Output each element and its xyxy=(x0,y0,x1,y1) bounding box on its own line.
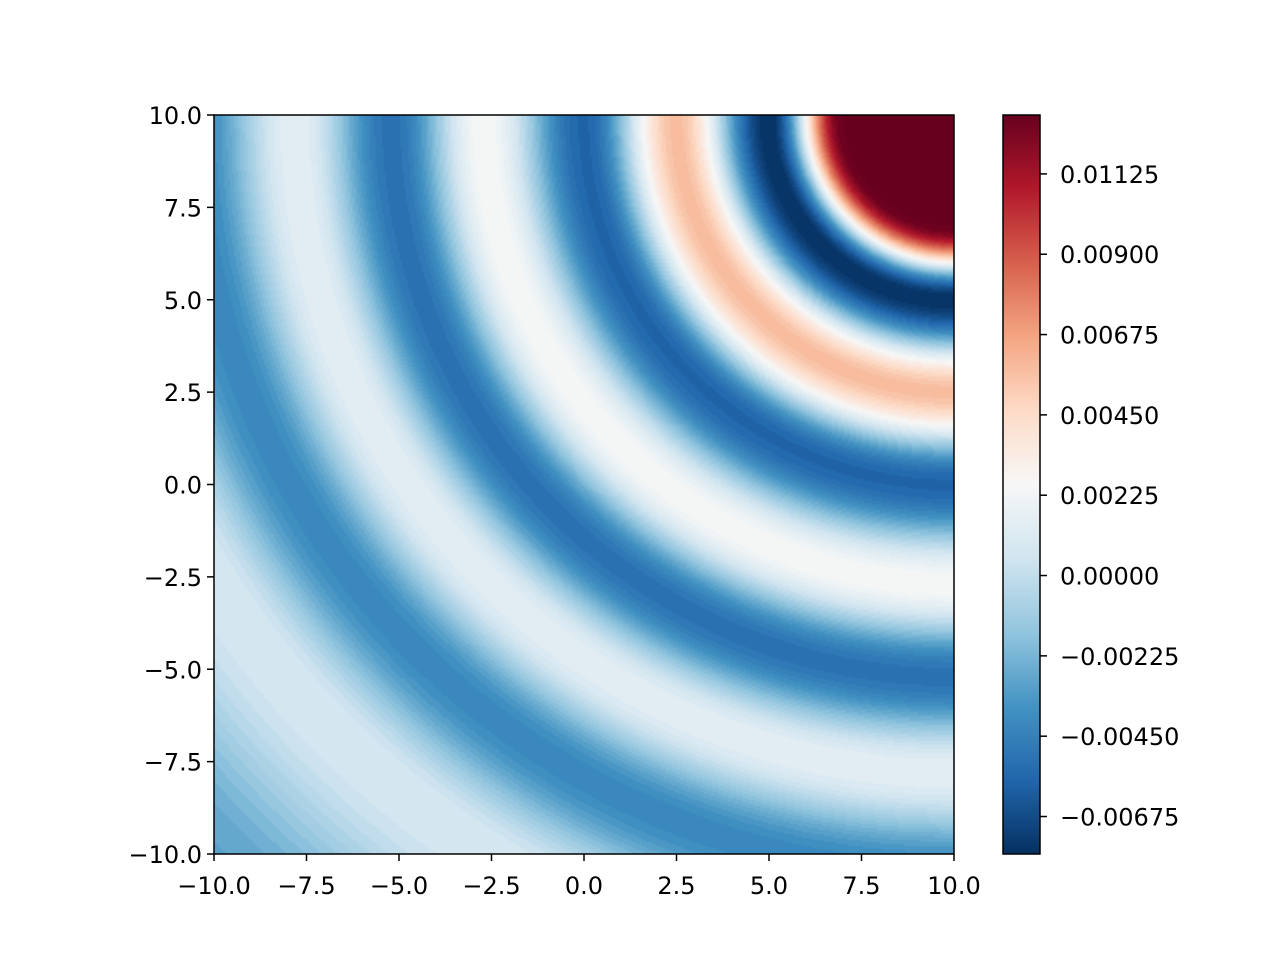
x-tick-label: −2.5 xyxy=(462,872,520,900)
colorbar-frame xyxy=(1002,114,1041,855)
x-tick-label: −5.0 xyxy=(370,872,428,900)
contour-field xyxy=(214,115,954,854)
y-tick-label: 2.5 xyxy=(164,379,202,407)
y-tick-label: −7.5 xyxy=(144,749,202,777)
x-tick-label: 2.5 xyxy=(657,872,695,900)
colorbar-fill xyxy=(1003,115,1040,854)
colorbar-tick-label: −0.00225 xyxy=(1060,643,1179,671)
y-tick-label: −2.5 xyxy=(144,564,202,592)
colorbar-tick-label: −0.00675 xyxy=(1060,804,1179,832)
x-tick-label: −10.0 xyxy=(177,872,251,900)
y-tick-label: 0.0 xyxy=(164,472,202,500)
colorbar-tick-label: 0.00000 xyxy=(1060,563,1159,591)
x-axis: −10.0 −7.5 −5.0 −2.5 0.0 2.5 5.0 7.5 10.0 xyxy=(177,854,981,900)
colorbar-tick-label: −0.00450 xyxy=(1060,723,1179,751)
x-tick-label: 0.0 xyxy=(565,872,603,900)
y-tick-label: 7.5 xyxy=(164,194,202,222)
x-tick-label: 10.0 xyxy=(927,872,980,900)
colorbar-ticks: 0.01125 0.00900 0.00675 0.00450 0.00225 0.000… xyxy=(1040,161,1179,832)
y-tick-label: 5.0 xyxy=(164,287,202,315)
y-tick-label: 10.0 xyxy=(149,102,202,130)
y-tick-label: −5.0 xyxy=(144,656,202,684)
colorbar: 0.01125 0.00900 0.00675 0.00450 0.00225 0.000… xyxy=(1002,114,1179,855)
colorbar-tick-label: 0.00450 xyxy=(1060,402,1159,430)
colorbar-tick-label: 0.00900 xyxy=(1060,241,1159,269)
y-tick-label: −10.0 xyxy=(128,841,202,869)
plot-area xyxy=(213,114,955,855)
y-axis: −10.0 −7.5 −5.0 −2.5 0.0 2.5 5.0 7.5 10.0 xyxy=(128,102,214,869)
x-tick-label: 7.5 xyxy=(842,872,880,900)
colorbar-tick-label: 0.00225 xyxy=(1060,482,1159,510)
x-tick-label: −7.5 xyxy=(277,872,335,900)
colorbar-tick-label: 0.01125 xyxy=(1060,161,1159,189)
x-tick-label: 5.0 xyxy=(750,872,788,900)
colorbar-tick-label: 0.00675 xyxy=(1060,322,1159,350)
